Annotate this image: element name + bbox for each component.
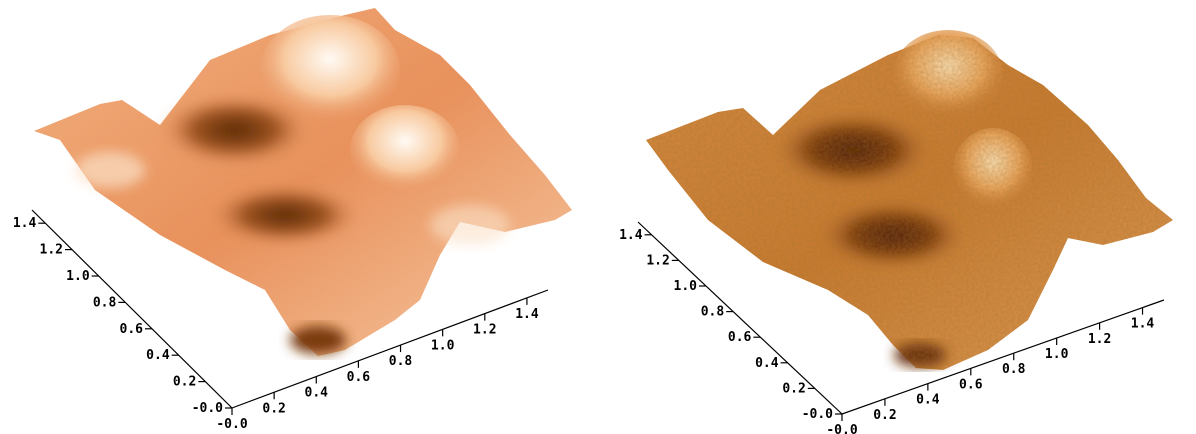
right-x-tick-label: 1.2 (1088, 332, 1111, 347)
left-x-tick-label: 1.4 (515, 307, 539, 322)
left-y-tick-label: 1.2 (40, 243, 63, 258)
ridge-left-edge (75, 152, 145, 188)
left-y-tick-label: -0.0 (192, 401, 223, 416)
left-x-tick-label: 0.4 (305, 386, 329, 401)
right-y-tick-label: 0.8 (701, 305, 725, 320)
peak-left-front (350, 105, 460, 195)
left-x-tick-label: 1.2 (473, 323, 496, 338)
left-y-tick-label: 0.2 (173, 375, 196, 390)
right-x-tick-label: 0.4 (916, 393, 940, 408)
crater-left-front (210, 185, 360, 245)
x-ticks-left: -0.0 0.2 0.4 0.6 0.8 1.0 1.2 1.4 (216, 297, 539, 432)
right-y-tick-label: -0.0 (802, 407, 833, 422)
left-x-tick-label: 0.6 (347, 370, 371, 385)
left-x-tick-label: 0.8 (389, 354, 413, 369)
surface-right-texture (646, 35, 1173, 370)
left-y-tick-label: 0.6 (120, 322, 144, 337)
x-axis-line-right (841, 299, 1165, 415)
right-y-tick-label: 0.4 (755, 356, 779, 371)
right-x-tick-label: -0.0 (826, 423, 857, 434)
surface-plot-right-svg: -0.00.20.40.60.81.01.21.4 -0.00.20.40.60… (619, 30, 1173, 434)
y-ticks-left: -0.0 0.20.40.60.81.01.21.4 (13, 216, 232, 416)
right-y-tick-label: 0.6 (728, 330, 752, 345)
left-x-tick-label: 1.0 (431, 338, 455, 353)
x-axis-line-left (231, 289, 549, 409)
surface-plot-left: -0.0 0.2 0.4 0.6 0.8 1.0 1.2 1.4 -0.0 0.2 0.4 0.6 0… (13, 8, 572, 432)
right-x-tick-label: 0.2 (873, 408, 896, 423)
surface-left (34, 8, 572, 356)
crater-left-back (160, 95, 310, 165)
left-y-tick-label: 0.8 (93, 295, 117, 310)
left-y-tick-label: 0.4 (146, 348, 170, 363)
y-axis-line-right (637, 221, 843, 415)
surface-left-body (34, 8, 572, 356)
right-y-tick-label: 1.2 (646, 253, 669, 268)
surface-plot-left-svg: -0.00.20.40.60.81.01.21.4 -0.00.20.40.60… (13, 8, 572, 432)
axes-left: -0.00.20.40.60.81.01.21.4 -0.00.20.40.60… (13, 209, 549, 432)
left-x-tick-label: 0.2 (262, 401, 285, 416)
peak-left-back (260, 15, 400, 125)
ridge-right-edge (430, 205, 510, 245)
right-y-tick-label: 0.2 (782, 381, 805, 396)
y-ticks-right: -0.0 0.20.40.60.81.0 1.21.4 (619, 228, 842, 422)
surface-plot-right: -0.0 0.2 0.4 0.6 0.8 1.0 1.2 1.4 -0.0 0.2 0.4 0.6 0… (598, 0, 1196, 434)
right-y-tick-label: 1.4 (619, 228, 643, 243)
left-x-tick-label: -0.0 (216, 417, 247, 432)
right-x-tick-label: 1.4 (1131, 317, 1155, 332)
right-y-tick-label: 1.0 (674, 279, 698, 294)
left-y-tick-label: 1.0 (66, 269, 90, 284)
y-axis-line-left (31, 209, 233, 409)
right-x-tick-label: 0.6 (959, 377, 983, 392)
pit-left-corner (290, 326, 346, 354)
left-y-tick-label: 1.4 (13, 216, 37, 231)
surface-right (646, 30, 1173, 370)
right-x-tick-label: 0.8 (1002, 362, 1026, 377)
x-ticks-right: -0.0 0.2 0.4 0.6 0.8 1.0 1.2 1.4 (826, 307, 1155, 434)
right-x-tick-label: 1.0 (1045, 347, 1069, 362)
axes-right: -0.00.20.40.60.81.01.21.4 -0.00.20.40.60… (619, 221, 1165, 434)
